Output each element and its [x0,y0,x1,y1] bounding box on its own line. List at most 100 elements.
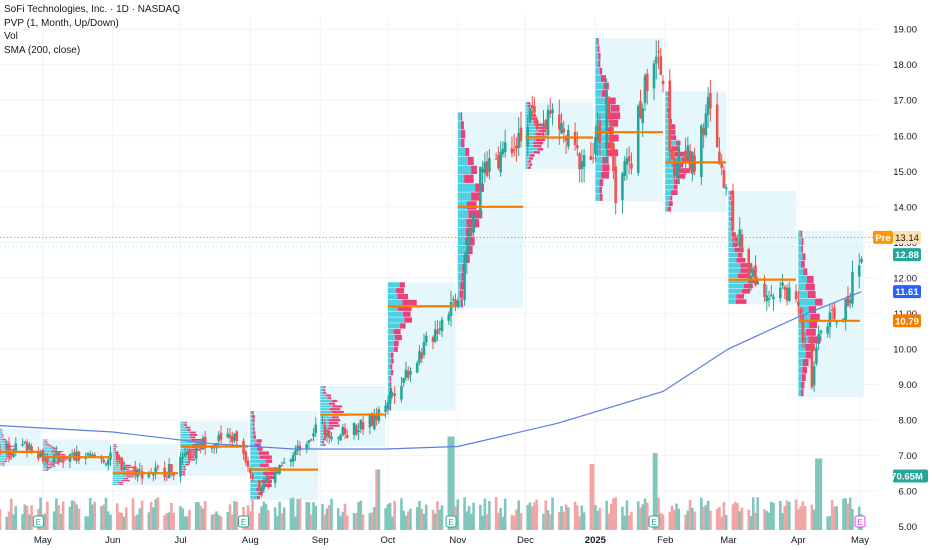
volume-bar [465,511,469,530]
profile-row-down [736,257,746,263]
profile-row-down [253,435,257,439]
volume-bar [307,502,311,530]
candle-body [386,402,390,409]
volume-bar [724,515,728,530]
candle-body [418,351,421,363]
candle-body [323,424,327,434]
candle-body [181,456,184,459]
candle-body [357,430,360,433]
profile-row-down [114,449,116,451]
volume-bar [817,458,820,530]
candle-body [803,339,807,341]
volume-bar [594,504,597,530]
profile-row-up [112,470,127,472]
last-price-badge-text: 12.88 [895,250,919,261]
profile-row-up [0,455,7,457]
volume-bar [341,511,345,530]
volume-bar [106,511,110,530]
profile-row-up [728,221,732,227]
indicator-sma-label[interactable]: SMA (200, close) [4,44,81,56]
volume-bar [314,505,318,530]
profile-row-down [126,476,134,478]
volume-bar [769,501,773,530]
candle-body [465,250,469,263]
profile-row-up [665,195,671,201]
profile-row-up [250,451,259,455]
time-tick-label: Jun [105,535,120,546]
profile-row-up [320,402,329,405]
profile-row-up [665,190,672,196]
volume-bar [657,497,660,530]
profile-row-down [45,439,48,441]
symbol-title[interactable]: SoFi Technologies, Inc. · 1D · NASDAQ [4,4,180,15]
candle-body [115,451,119,460]
profile-row-up [798,275,807,283]
price-axis[interactable]: 19.0018.0017.0016.0015.0014.0013.0012.00… [893,25,917,533]
volume-bar [355,513,358,530]
candle-body [373,413,376,430]
volume-bar [309,514,313,530]
candle-body [339,435,342,441]
volume-bar [264,503,268,530]
profile-row-up [387,375,390,382]
volume-bar [258,513,261,530]
volume-bar [673,509,676,530]
volume-bar [0,508,2,530]
earnings-badge [854,515,866,528]
profile-row-down [601,90,608,97]
candle-body [661,80,665,85]
indicator-pvp-label[interactable]: PVP (1, Month, Up/Down) [4,17,119,29]
candle-body [185,451,189,455]
volume-bar [438,509,442,530]
profile-row-up [457,147,466,157]
volume-bar [77,508,81,530]
volume-bar [483,498,487,530]
time-tick-label: Dec [517,535,534,546]
profile-row-up [0,433,2,435]
profile-row-down [675,168,690,174]
profile-row-down [673,184,678,190]
candle-body [52,454,56,463]
profile-row-down [45,443,50,445]
volume-bar [55,498,58,530]
time-axis[interactable]: May Jun Jul Aug Sep Oct Nov Dec 2025 Feb Mar Apr May [34,535,869,546]
profile-row-up [595,119,610,127]
volume-bar [718,507,721,530]
indicator-vol-label[interactable]: Vol [4,31,18,42]
profile-row-up [798,230,801,238]
candle-body [704,113,708,136]
profile-row-down [399,323,406,329]
chart-grid [0,15,878,528]
volume-bar [73,501,76,530]
candle-body [812,366,816,386]
profile-row-down [187,461,191,464]
candle-body [244,451,248,463]
volume-bar [833,506,836,530]
profile-row-up [728,201,731,206]
profile-row-up [457,299,461,308]
profile-row-down [814,298,823,306]
volume-bar [794,499,798,530]
profile-row-up [0,444,5,446]
earnings-marker: E [648,515,660,528]
profile-row-up [387,305,398,311]
candle-body [264,479,268,482]
profile-row-down [459,290,463,299]
candle-body [355,425,358,435]
candle-body [591,157,595,159]
volume-bar [661,514,665,530]
profile-row-up [42,439,46,441]
candle-body [321,422,324,424]
profile-row-down [2,437,4,439]
profile-row-up [387,299,403,306]
profile-row-down [736,294,745,299]
profile-row-up [112,464,125,467]
profile-row-down [395,334,402,341]
profile-row-up [728,226,732,232]
profile-row-up [595,45,598,53]
volume-bar [548,514,552,530]
profile-row-down [325,394,331,397]
profile-row-up [798,306,809,314]
